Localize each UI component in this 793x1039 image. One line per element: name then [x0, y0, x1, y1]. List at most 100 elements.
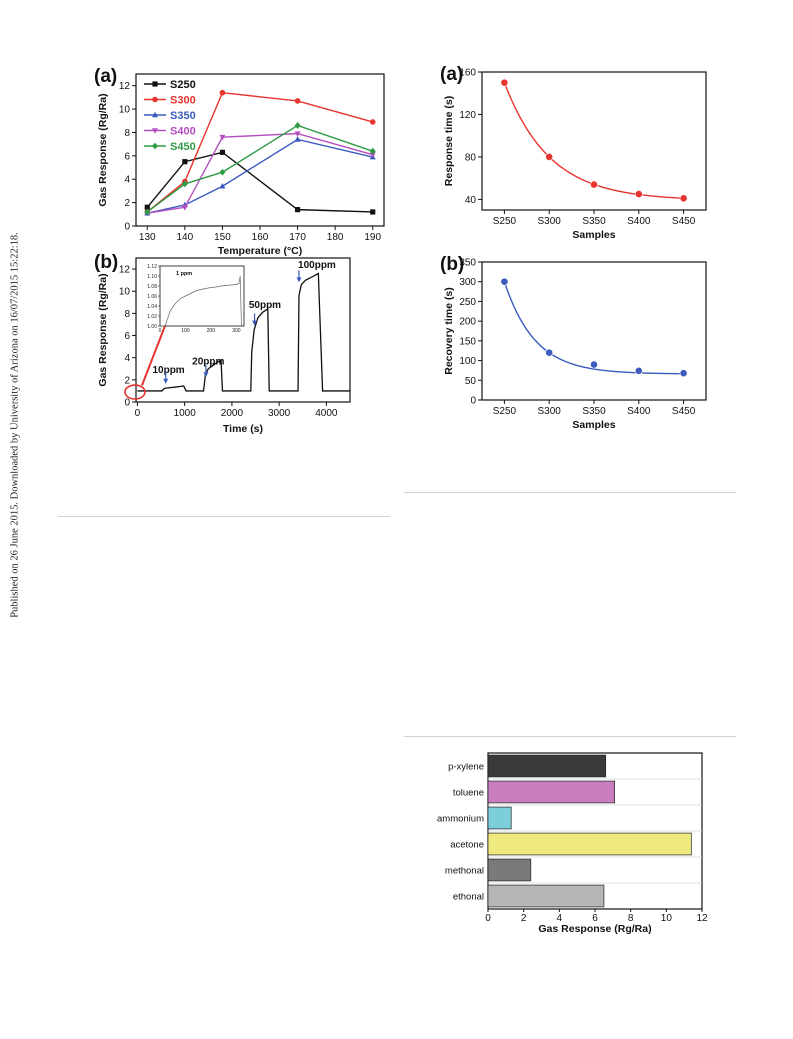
concentration-label: 20ppm [192, 356, 224, 367]
legend-label: S250 [170, 79, 196, 91]
data-point [219, 149, 226, 155]
concentration-label: 50ppm [249, 300, 281, 311]
zoom-circle [124, 384, 146, 400]
y-tick-label: 6 [124, 151, 130, 162]
inset-y-tick-label: 1.04 [147, 304, 157, 310]
arrow-head [296, 277, 302, 283]
bar-p-xylene [487, 754, 607, 778]
category-label: p-xylene [448, 762, 484, 773]
arrow-head [252, 320, 258, 326]
y-tick-label: 8 [124, 309, 130, 320]
response-curve [137, 272, 350, 392]
y-tick-label: 120 [459, 110, 476, 121]
x-tick-label: 180 [327, 232, 344, 243]
x-tick-label: 6 [592, 913, 598, 924]
x-tick-label: 160 [252, 232, 269, 243]
temperature-response-chart: 130 140 150 160 170 180 190 0 2 4 6 8 10 12 Temperatur… [94, 66, 385, 257]
y-tick-label: 350 [459, 258, 476, 269]
data-point [634, 190, 643, 198]
x-tick-label: 140 [177, 232, 194, 243]
data-point [369, 147, 376, 155]
x-tick-label: 12 [696, 913, 708, 924]
category-label: toluene [453, 788, 484, 799]
legend-marker [152, 142, 158, 150]
panel-label-a: (a) [94, 66, 117, 87]
legend-marker [152, 96, 158, 103]
inset-y-tick-label: 1.10 [147, 274, 157, 280]
y-tick-label: 300 [459, 277, 476, 288]
inset-label: 1 ppm [176, 271, 192, 277]
series-line [146, 124, 373, 213]
x-axis-title: Time (s) [223, 423, 263, 435]
x-tick-label: S400 [627, 406, 651, 417]
y-tick-label: 0 [124, 398, 130, 409]
publication-side-note: Published on 26 June 2015. Downloaded by… [0, 0, 30, 1039]
inset-y-tick-label: 1.12 [147, 264, 157, 270]
x-tick-label: S250 [493, 216, 517, 227]
y-tick-label: 0 [470, 396, 476, 407]
x-tick-label: S300 [538, 216, 562, 227]
series-line [146, 151, 373, 213]
arrow-head [163, 378, 169, 384]
y-tick-label: 150 [459, 336, 476, 347]
inset-x-tick-label: 0 [159, 328, 162, 334]
data-point [679, 369, 688, 378]
y-tick-label: 4 [124, 175, 130, 186]
x-tick-label: 130 [139, 232, 156, 243]
series-s450 [144, 122, 376, 216]
concentration-label: 10ppm [152, 365, 184, 376]
data-point [369, 119, 376, 125]
x-tick-label: 3000 [268, 408, 291, 419]
plot-frame-recovery-time [481, 261, 707, 401]
x-tick-label: 150 [214, 232, 231, 243]
data-point [144, 208, 151, 216]
y-tick-label: 12 [119, 81, 131, 92]
data-point [545, 153, 554, 161]
legend-marker [152, 111, 158, 118]
legend-label: S350 [170, 110, 196, 122]
x-tick-label: 2 [521, 913, 527, 924]
x-tick-label: 190 [364, 232, 381, 243]
x-tick-label: 4000 [315, 408, 338, 419]
panel-label-b: (b) [94, 252, 118, 273]
data-point [634, 366, 643, 375]
data-point [181, 204, 188, 211]
data-point [219, 134, 226, 141]
inset-y-tick-label: 1.02 [147, 314, 157, 320]
bar-toluene [487, 780, 615, 804]
arrow-head [203, 372, 209, 378]
y-tick-label: 10 [119, 105, 131, 116]
fit-curve [503, 281, 684, 375]
legend-label: S300 [170, 95, 196, 107]
x-axis-title: Samples [572, 419, 615, 431]
data-point [219, 182, 226, 189]
y-axis-title: Gas Response (Rg/Ra) [97, 93, 109, 206]
plot-frame-response-time [481, 71, 707, 211]
data-point [679, 194, 688, 203]
inset-x-tick-label: 100 [181, 328, 190, 334]
data-point [294, 122, 301, 129]
y-tick-label: 200 [459, 317, 476, 328]
zoom-callout-line [141, 322, 167, 386]
y-axis-title: Recovery time (s) [443, 287, 455, 375]
category-label: ethonal [453, 892, 484, 903]
data-point [219, 168, 226, 176]
data-point [500, 78, 509, 87]
x-tick-label: 8 [628, 913, 634, 924]
legend-label: S450 [170, 141, 196, 153]
y-axis-title: Gas Response (Rg/Ra) [97, 273, 109, 386]
legend-marker [152, 128, 158, 134]
y-tick-label: 6 [124, 331, 130, 342]
legend: S250 S300 S350 S400 S450 [144, 79, 196, 153]
y-tick-label: 0 [124, 222, 130, 233]
data-point [144, 204, 150, 210]
series-s400 [144, 131, 376, 217]
y-tick-label: 4 [124, 353, 130, 364]
inset-y-tick-label: 1.06 [147, 294, 157, 300]
bar-ammonium [487, 806, 512, 830]
y-tick-label: 250 [459, 297, 476, 308]
data-point [294, 207, 301, 213]
y-tick-label: 2 [124, 375, 130, 386]
divider-left [58, 516, 390, 517]
series-s250 [144, 149, 376, 215]
